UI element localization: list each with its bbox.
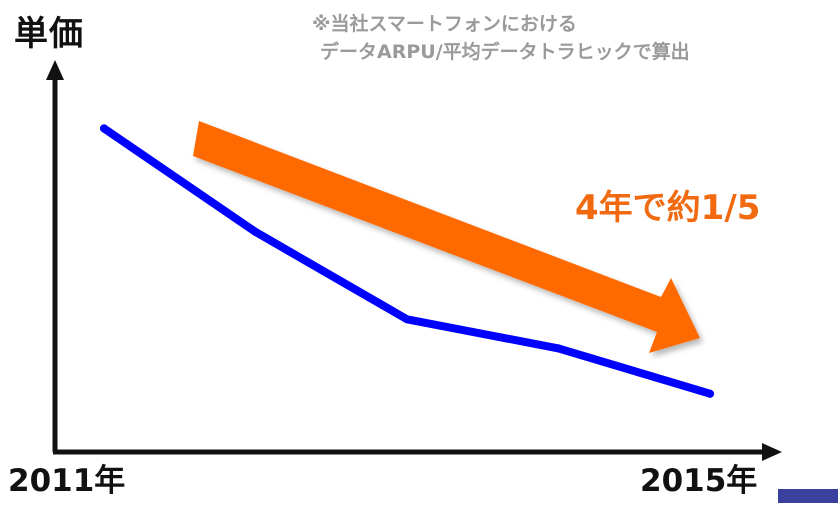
y-axis-label: 単価 <box>14 14 84 54</box>
data-point-2 <box>403 315 411 324</box>
footnote: ※当社スマートフォンにおける データARPU/平均データトラヒックで算出 <box>312 10 690 66</box>
data-point-4 <box>706 389 714 398</box>
trend-annotation: 4年で約1/5 <box>575 188 761 228</box>
data-points <box>100 124 714 398</box>
data-point-0 <box>100 124 108 133</box>
data-point-3 <box>554 344 563 353</box>
y-axis-arrowhead <box>46 60 64 80</box>
series-line <box>100 124 714 398</box>
x-axis-arrowhead <box>762 443 782 461</box>
x-tick-label-start: 2011年 <box>8 463 126 499</box>
corner-decoration <box>778 489 838 503</box>
x-tick-label-end: 2015年 <box>640 463 758 499</box>
footnote-line-2: データARPU/平均データトラヒックで算出 <box>320 41 690 63</box>
footnote-line-1: ※当社スマートフォンにおける <box>312 13 577 35</box>
data-point-1 <box>251 227 260 236</box>
decline-arrow <box>193 121 700 353</box>
